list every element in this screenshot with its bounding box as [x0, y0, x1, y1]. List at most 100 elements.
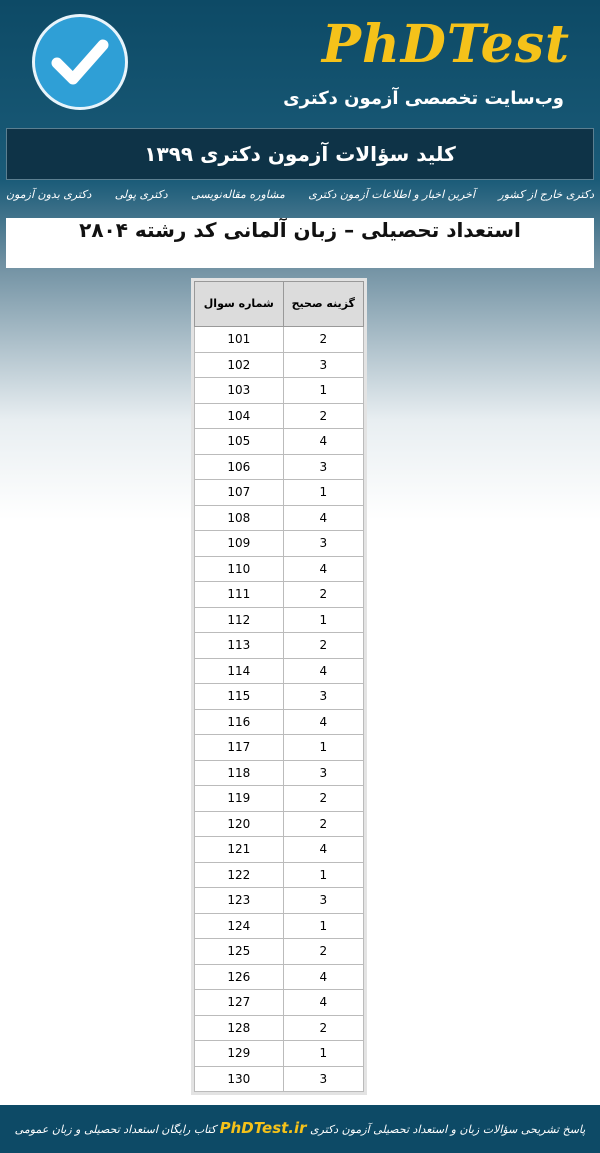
- answer-cell: 2: [282, 581, 365, 608]
- footer-text: پاسخ تشریحی سؤالات زبان و استعداد تحصیلی…: [310, 1123, 586, 1136]
- table-row: 124 1: [194, 912, 365, 939]
- table-row: 115 3: [194, 683, 365, 710]
- answer-cell: 1: [282, 734, 365, 761]
- table-row: 119 2: [194, 785, 365, 812]
- table-row: 107 1: [194, 479, 365, 506]
- answer-cell: 2: [282, 810, 365, 837]
- table-row: 126 4: [194, 963, 365, 990]
- answer-cell: 4: [282, 504, 365, 531]
- answer-cell: 2: [282, 326, 365, 353]
- question-cell: 115: [194, 683, 284, 710]
- answer-cell: 2: [282, 785, 365, 812]
- question-cell: 124: [194, 912, 284, 939]
- nav-link[interactable]: دکتری بدون آزمون: [6, 188, 92, 201]
- header-row: شماره سوال گزینه صحیح: [194, 281, 365, 327]
- answer-cell: 3: [282, 887, 365, 914]
- answer-cell: 2: [282, 402, 365, 429]
- question-cell: 127: [194, 989, 284, 1016]
- table-row: 113 2: [194, 632, 365, 659]
- question-cell: 117: [194, 734, 284, 761]
- question-cell: 120: [194, 810, 284, 837]
- table-row: 130 3: [194, 1065, 365, 1092]
- answer-cell: 3: [282, 759, 365, 786]
- footer: پاسخ تشریحی سؤالات زبان و استعداد تحصیلی…: [0, 1105, 600, 1152]
- answer-cell: 4: [282, 657, 365, 684]
- header: PhDTest وب‌سایت تخصصی آزمون دکتری: [0, 0, 600, 125]
- question-cell: 101: [194, 326, 284, 353]
- question-cell: 130: [194, 1065, 284, 1092]
- table-row: 117 1: [194, 734, 365, 761]
- question-cell: 118: [194, 759, 284, 786]
- table-row: 128 2: [194, 1014, 365, 1041]
- table-row: 104 2: [194, 402, 365, 429]
- question-cell: 125: [194, 938, 284, 965]
- nav-link[interactable]: مشاوره مقاله‌نویسی: [191, 188, 285, 201]
- banner: کلید سؤالات آزمون دکتری ۱۳۹۹: [6, 128, 594, 180]
- table-row: 109 3: [194, 530, 365, 557]
- question-cell: 113: [194, 632, 284, 659]
- table-row: 105 4: [194, 428, 365, 455]
- answer-cell: 1: [282, 479, 365, 506]
- footer-text[interactable]: کتاب رایگان استعداد تحصیلی و زبان عمومی: [14, 1123, 217, 1136]
- question-cell: 122: [194, 861, 284, 888]
- table-row: 103 1: [194, 377, 365, 404]
- question-cell: 110: [194, 555, 284, 582]
- nav-link[interactable]: آخرین اخبار و اطلاعات آزمون دکتری: [308, 188, 476, 201]
- question-cell: 102: [194, 351, 284, 378]
- table-row: 120 2: [194, 810, 365, 837]
- table-row: 110 4: [194, 555, 365, 582]
- table-row: 122 1: [194, 861, 365, 888]
- table-row: 114 4: [194, 657, 365, 684]
- table-row: 123 3: [194, 887, 365, 914]
- answer-cell: 4: [282, 989, 365, 1016]
- answer-cell: 4: [282, 428, 365, 455]
- question-cell: 108: [194, 504, 284, 531]
- table-row: 125 2: [194, 938, 365, 965]
- table-row: 118 3: [194, 759, 365, 786]
- logo[interactable]: [32, 14, 128, 110]
- nav-link[interactable]: دکتری پولی: [114, 188, 168, 201]
- table-row: 108 4: [194, 504, 365, 531]
- answer-cell: 1: [282, 912, 365, 939]
- question-cell: 109: [194, 530, 284, 557]
- answer-cell: 4: [282, 708, 365, 735]
- table-row: 129 1: [194, 1040, 365, 1067]
- table-row: 116 4: [194, 708, 365, 735]
- question-cell: 129: [194, 1040, 284, 1067]
- question-cell: 106: [194, 453, 284, 480]
- question-cell: 123: [194, 887, 284, 914]
- table-row: 112 1: [194, 606, 365, 633]
- table-row: 127 4: [194, 989, 365, 1016]
- answer-cell: 4: [282, 963, 365, 990]
- question-cell: 107: [194, 479, 284, 506]
- nav: دکتری بدون آزمون دکتری پولی مشاوره مقاله‌ن…: [0, 188, 600, 212]
- check-icon: [51, 39, 109, 85]
- answer-cell: 3: [282, 1065, 365, 1092]
- question-cell: 105: [194, 428, 284, 455]
- answer-cell: 1: [282, 377, 365, 404]
- footer-link[interactable]: PhDTest.ir: [219, 1119, 307, 1137]
- answer-cell: 3: [282, 351, 365, 378]
- answer-cell: 1: [282, 606, 365, 633]
- table-body: 101 2 102 3 103 1 104 2 105 4 106 3 107 1 108 4 109 3 110 4…: [194, 326, 365, 1092]
- nav-link[interactable]: دکتری خارج از کشور: [498, 188, 594, 201]
- subtitle: وب‌سایت تخصصی آزمون دکتری: [283, 88, 564, 109]
- column-header: شماره سوال: [194, 281, 284, 327]
- answer-cell: 3: [282, 683, 365, 710]
- answer-cell: 3: [282, 453, 365, 480]
- answer-table: شماره سوال گزینه صحیح 101 2 102 3 103 1 104 2 10…: [191, 278, 367, 1095]
- answer-cell: 3: [282, 530, 365, 557]
- table-row: 111 2: [194, 581, 365, 608]
- answer-cell: 2: [282, 1014, 365, 1041]
- answer-cell: 1: [282, 1040, 365, 1067]
- answer-cell: 4: [282, 836, 365, 863]
- question-cell: 103: [194, 377, 284, 404]
- answer-cell: 1: [282, 861, 365, 888]
- title: استعداد تحصیلی – زبان آلمانی کد رشته ۲۸۰…: [6, 218, 594, 268]
- table-row: 121 4: [194, 836, 365, 863]
- table-row: 106 3: [194, 453, 365, 480]
- question-cell: 111: [194, 581, 284, 608]
- question-cell: 104: [194, 402, 284, 429]
- brand[interactable]: PhDTest: [321, 14, 570, 75]
